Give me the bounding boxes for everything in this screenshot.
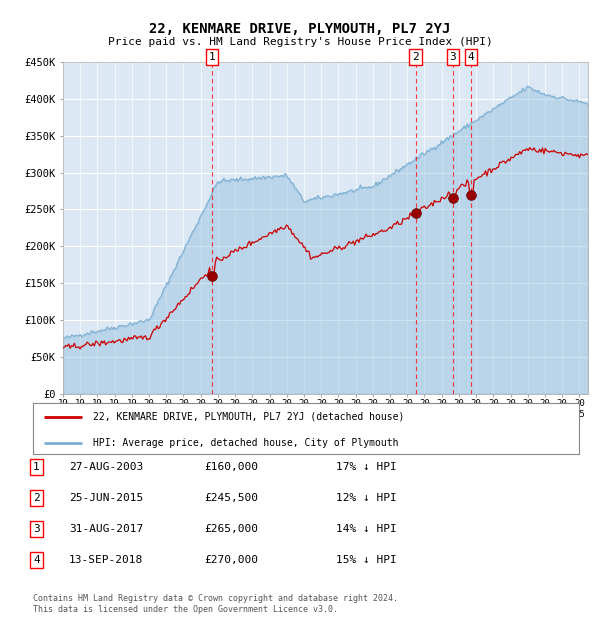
Text: 14% ↓ HPI: 14% ↓ HPI — [336, 524, 397, 534]
Text: 12% ↓ HPI: 12% ↓ HPI — [336, 493, 397, 503]
Text: 1: 1 — [33, 462, 40, 472]
Text: Contains HM Land Registry data © Crown copyright and database right 2024.
This d: Contains HM Land Registry data © Crown c… — [33, 595, 398, 614]
Text: 1: 1 — [209, 52, 215, 62]
Text: 3: 3 — [449, 52, 457, 62]
Text: 2: 2 — [412, 52, 419, 62]
Text: 2: 2 — [33, 493, 40, 503]
Text: 4: 4 — [33, 555, 40, 565]
Text: 4: 4 — [467, 52, 475, 62]
Text: 27-AUG-2003: 27-AUG-2003 — [69, 462, 143, 472]
Text: 31-AUG-2017: 31-AUG-2017 — [69, 524, 143, 534]
Text: £160,000: £160,000 — [204, 462, 258, 472]
Text: £245,500: £245,500 — [204, 493, 258, 503]
Text: 22, KENMARE DRIVE, PLYMOUTH, PL7 2YJ: 22, KENMARE DRIVE, PLYMOUTH, PL7 2YJ — [149, 22, 451, 36]
Text: 3: 3 — [33, 524, 40, 534]
Text: Price paid vs. HM Land Registry's House Price Index (HPI): Price paid vs. HM Land Registry's House … — [107, 37, 493, 47]
Text: 22, KENMARE DRIVE, PLYMOUTH, PL7 2YJ (detached house): 22, KENMARE DRIVE, PLYMOUTH, PL7 2YJ (de… — [93, 412, 404, 422]
Text: 25-JUN-2015: 25-JUN-2015 — [69, 493, 143, 503]
Text: 17% ↓ HPI: 17% ↓ HPI — [336, 462, 397, 472]
Text: 15% ↓ HPI: 15% ↓ HPI — [336, 555, 397, 565]
Text: 13-SEP-2018: 13-SEP-2018 — [69, 555, 143, 565]
Text: £270,000: £270,000 — [204, 555, 258, 565]
Text: £265,000: £265,000 — [204, 524, 258, 534]
Text: HPI: Average price, detached house, City of Plymouth: HPI: Average price, detached house, City… — [93, 438, 398, 448]
